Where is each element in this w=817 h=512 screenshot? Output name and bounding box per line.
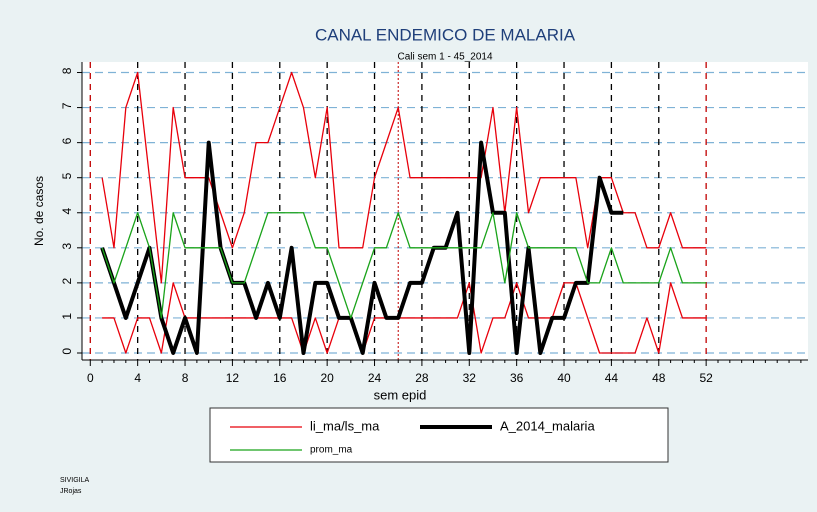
x-axis-label: sem epid [374,387,427,402]
legend-label: prom_ma [310,445,353,456]
legend-label: A_2014_malaria [500,418,595,433]
chart-title: CANAL ENDEMICO DE MALARIA [315,25,576,44]
x-tick-label: 12 [226,371,240,385]
x-tick-label: 4 [134,371,141,385]
y-tick-label: 1 [60,313,74,320]
x-tick-label: 0 [87,371,94,385]
series-line [101,71,707,284]
footer-text: SIVIGILA [60,477,90,484]
y-tick-label: 8 [60,67,74,74]
x-tick-label: 20 [320,371,334,385]
x-tick-label: 16 [273,371,287,385]
x-tick-label: 40 [557,371,571,385]
series-line [101,212,707,319]
x-tick-label: 24 [368,371,382,385]
x-tick-label: 36 [510,371,524,385]
series-line [102,282,707,354]
series-line [100,140,624,355]
legend [209,407,669,463]
x-tick-label: 44 [605,371,619,385]
y-axis-label: No. de casos [32,176,46,246]
x-tick-label: 8 [182,371,189,385]
chart-subtitle: Cali sem 1 - 45_2014 [397,52,492,63]
x-tick-label: 32 [463,371,477,385]
plot-area [82,62,808,360]
y-tick-label: 5 [60,172,74,179]
y-tick-label: 0 [60,348,74,355]
y-tick-label: 3 [60,242,74,249]
x-tick-label: 28 [415,371,429,385]
legend-label: li_ma/ls_ma [310,418,380,433]
x-tick-label: 48 [652,371,666,385]
y-tick-label: 6 [60,137,74,144]
x-tick-label: 52 [699,371,713,385]
y-tick-label: 2 [60,278,74,285]
y-tick-label: 7 [60,102,74,109]
y-tick-label: 4 [60,207,74,214]
footer-text: JRojas [60,488,82,495]
